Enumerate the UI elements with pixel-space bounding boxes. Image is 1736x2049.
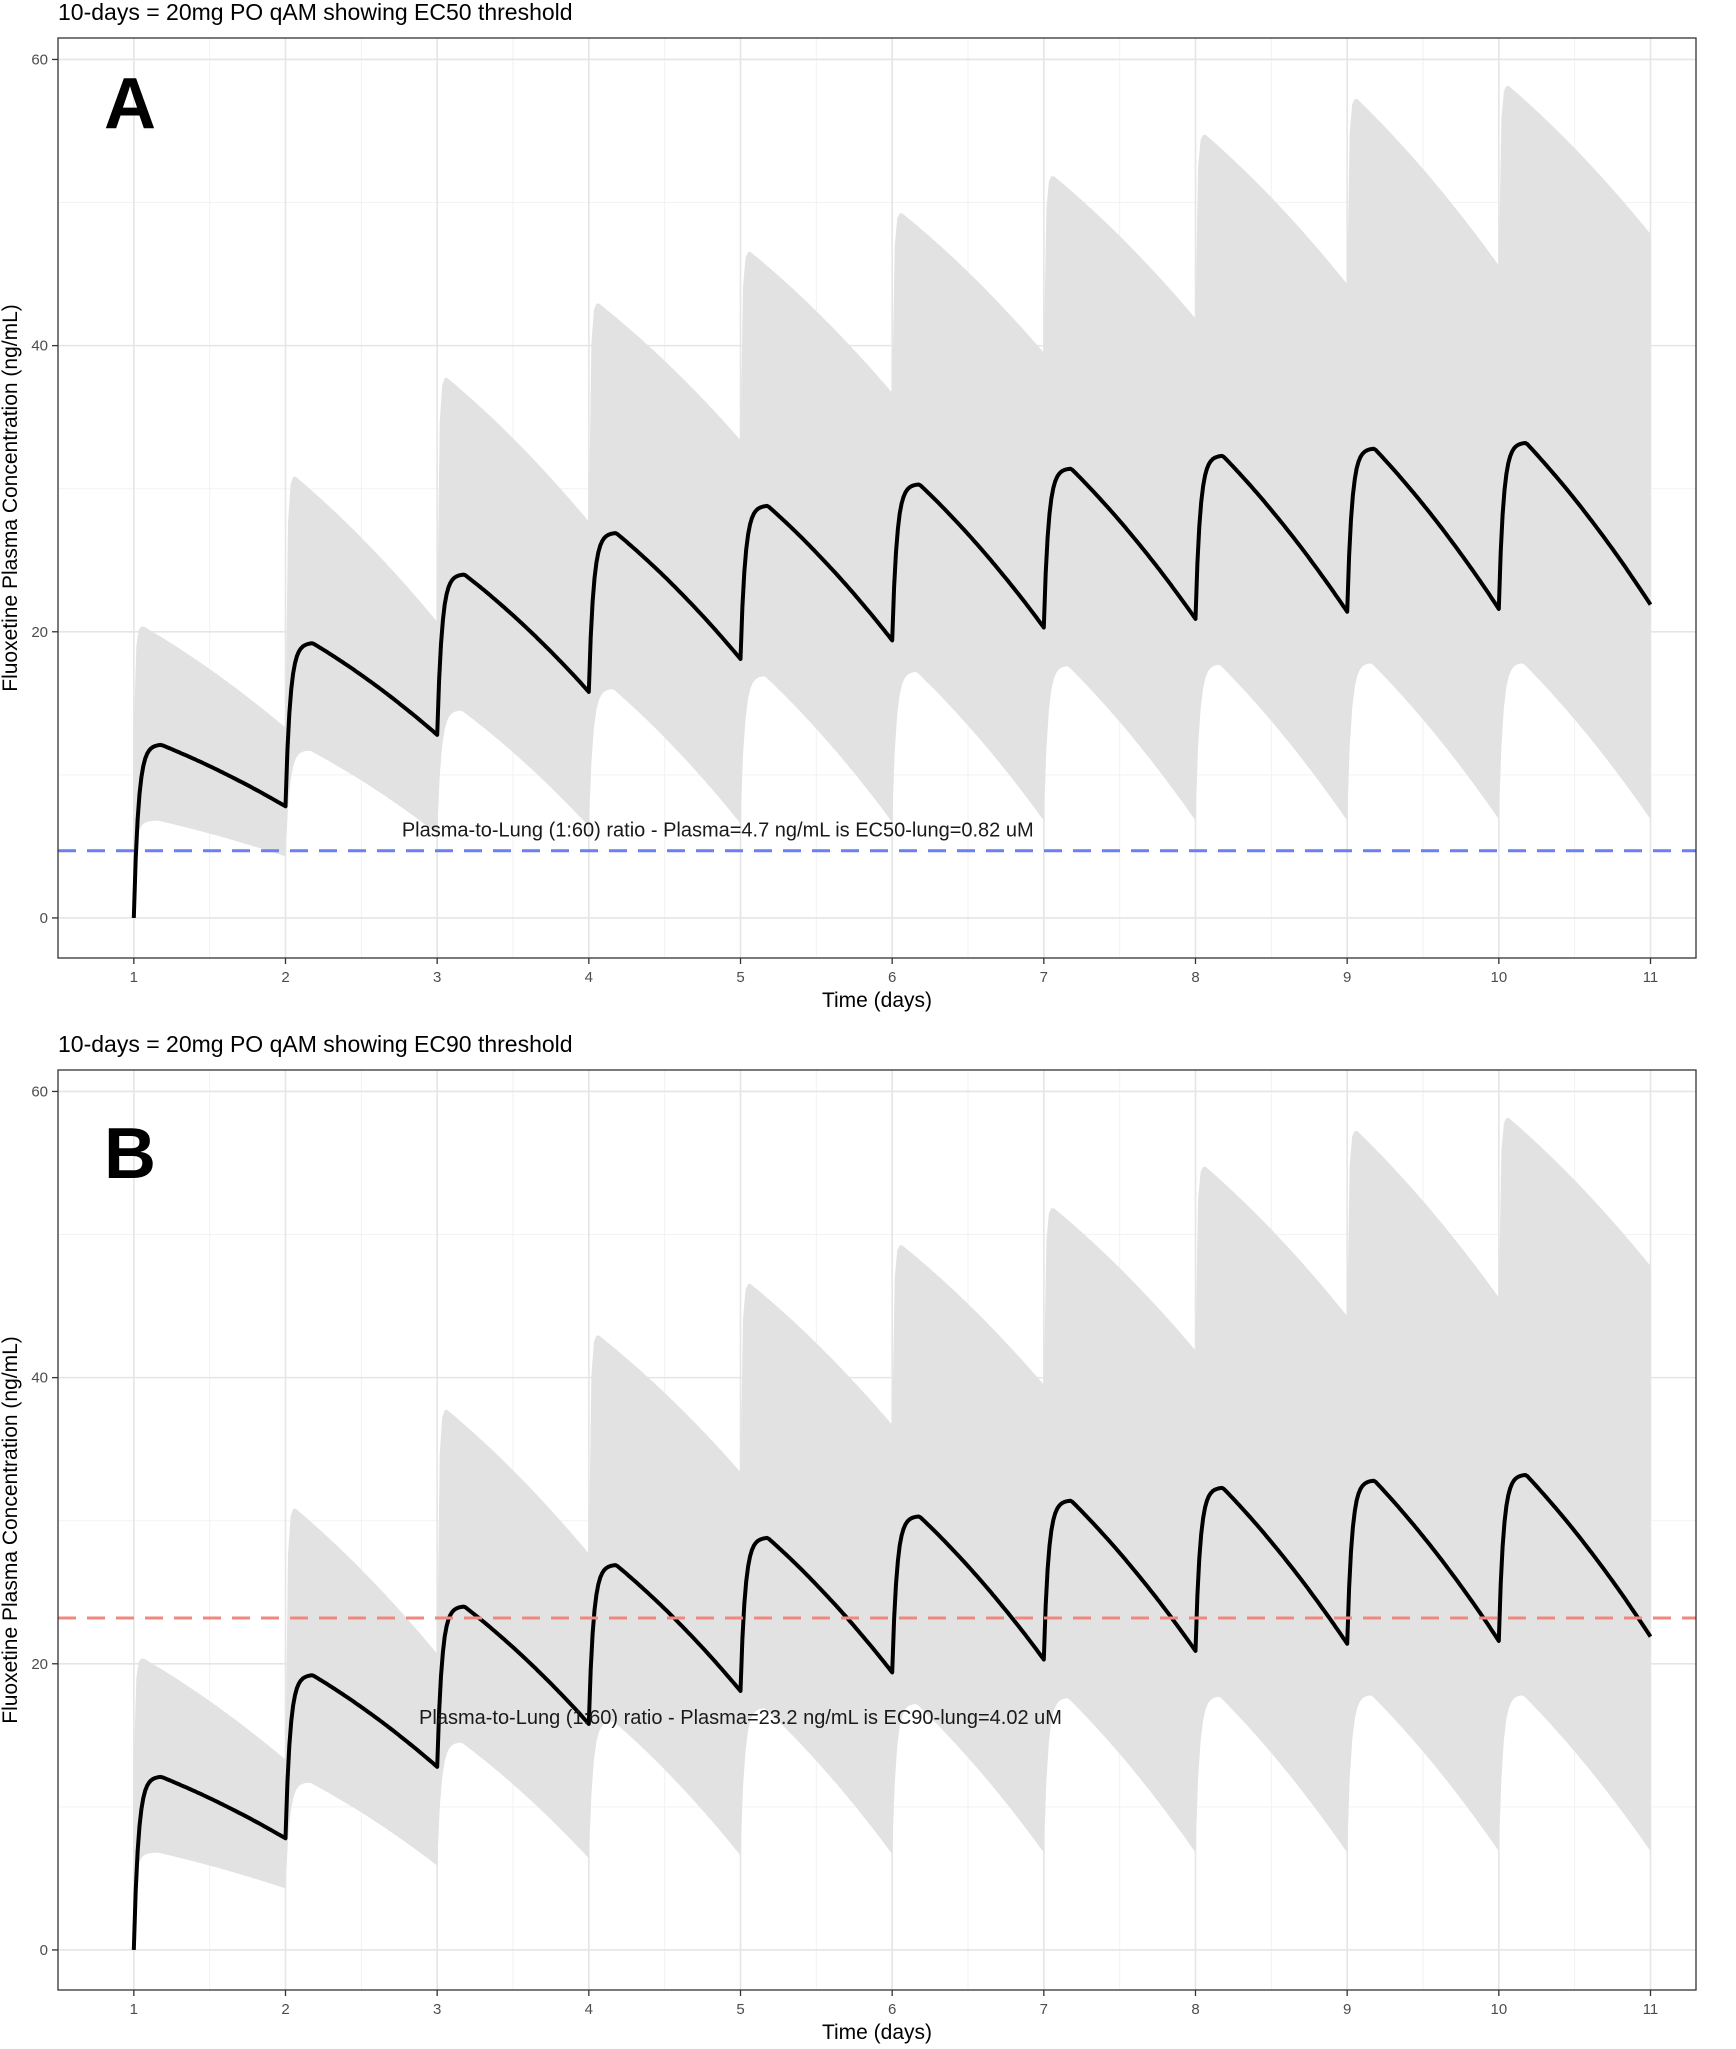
x-tick-label: 3 <box>433 969 441 986</box>
x-axis-title: Time (days) <box>822 2021 932 2044</box>
x-tick-label: 1 <box>130 2001 138 2018</box>
panel-letter: B <box>104 1114 156 1194</box>
x-tick-label: 11 <box>1643 2001 1659 2018</box>
prediction-interval-ribbon <box>133 1118 1651 1892</box>
x-tick-label: 9 <box>1343 969 1351 986</box>
x-tick-label: 9 <box>1343 2001 1351 2018</box>
x-tick-label: 1 <box>130 969 138 986</box>
x-tick-label: 10 <box>1490 2001 1507 2018</box>
x-tick-label: 8 <box>1191 969 1199 986</box>
plot-border <box>57 37 1697 959</box>
x-tick-label: 7 <box>1040 2001 1048 2018</box>
threshold-annotation: Plasma-to-Lung (1:60) ratio - Plasma=23.… <box>419 1707 1062 1729</box>
y-tick-label: 20 <box>31 1656 48 1673</box>
median-concentration-line <box>131 1473 1653 1950</box>
x-tick-label: 2 <box>281 969 289 986</box>
x-tick-label: 7 <box>1040 969 1048 986</box>
x-tick-label: 6 <box>888 2001 896 2018</box>
x-tick-label: 8 <box>1191 2001 1199 2018</box>
x-tick-label: 3 <box>433 2001 441 2018</box>
x-tick-label: 5 <box>736 2001 744 2018</box>
y-axis-title: Fluoxetine Plasma Concentration (ng/mL) <box>0 304 22 692</box>
y-tick-label: 40 <box>31 338 48 355</box>
y-tick-label: 60 <box>31 1083 48 1100</box>
y-tick-label: 0 <box>40 1942 48 1959</box>
x-tick-label: 4 <box>585 969 593 986</box>
panel-letter: A <box>104 64 156 144</box>
chart-title: 10-days = 20mg PO qAM showing EC50 thres… <box>58 0 573 25</box>
x-axis-title: Time (days) <box>822 989 932 1012</box>
x-tick-label: 5 <box>736 969 744 986</box>
x-tick-label: 10 <box>1490 969 1507 986</box>
y-tick-label: 20 <box>31 624 48 641</box>
threshold-annotation: Plasma-to-Lung (1:60) ratio - Plasma=4.7… <box>402 819 1034 841</box>
x-tick-label: 6 <box>888 969 896 986</box>
x-tick-label: 4 <box>585 2001 593 2018</box>
y-tick-label: 60 <box>31 51 48 68</box>
chart-title: 10-days = 20mg PO qAM showing EC90 thres… <box>58 1031 573 1057</box>
prediction-interval-ribbon <box>133 86 1651 860</box>
x-tick-label: 2 <box>281 2001 289 2018</box>
y-tick-label: 0 <box>40 910 48 927</box>
y-axis-title: Fluoxetine Plasma Concentration (ng/mL) <box>0 1336 22 1724</box>
plot-border <box>57 1069 1697 1991</box>
x-tick-label: 11 <box>1643 969 1659 986</box>
median-concentration-line <box>131 441 1653 918</box>
y-tick-label: 40 <box>31 1370 48 1387</box>
chart-panel-b: 10-days = 20mg PO qAM showing EC90 thres… <box>0 1031 1697 2044</box>
chart-panel-a: 10-days = 20mg PO qAM showing EC50 thres… <box>0 0 1697 1012</box>
